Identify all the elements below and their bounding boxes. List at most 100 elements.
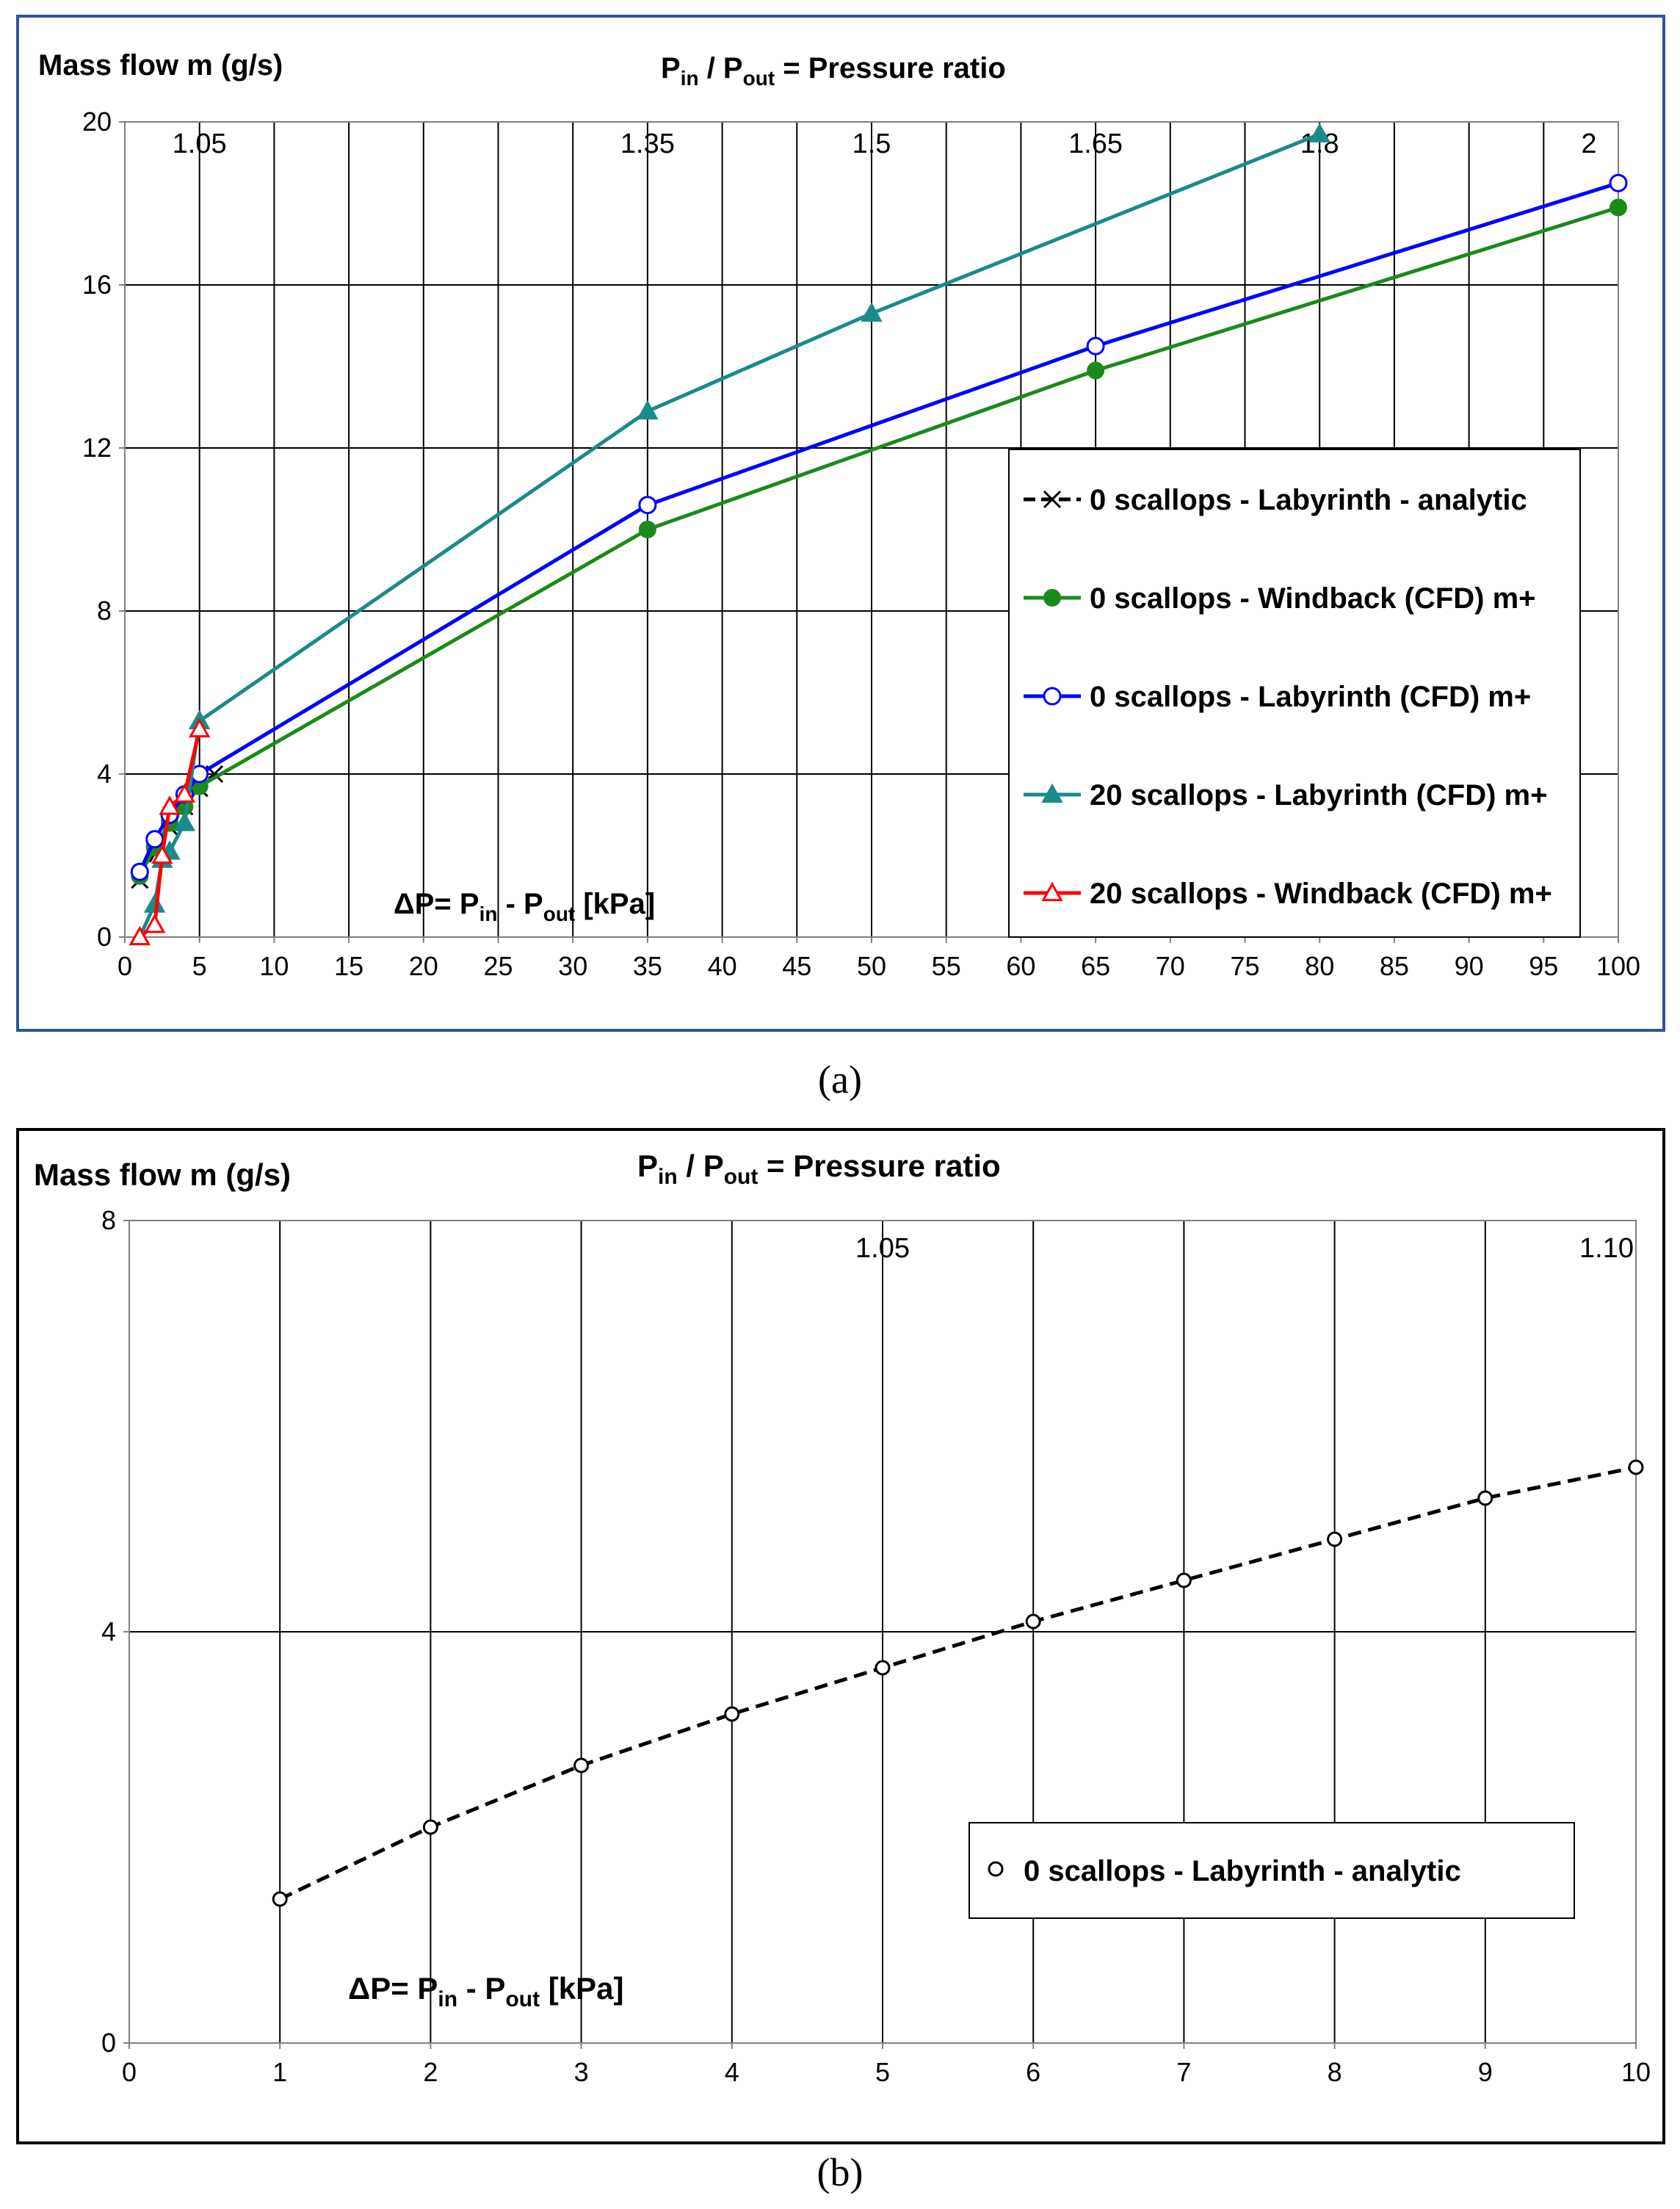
legend-item: 0 scallops - Labyrinth (CFD) m+ xyxy=(1024,681,1531,713)
panel-a-series xyxy=(128,123,1628,946)
data-point xyxy=(1628,1459,1644,1475)
x-tick-label: 45 xyxy=(782,951,811,981)
panel-a-y-ticks: 0 4 8 12 16 20 xyxy=(82,106,125,952)
data-point xyxy=(1609,173,1628,192)
pressure-ratio-label: 1.05 xyxy=(855,1233,910,1264)
y-tick-label: 4 xyxy=(97,759,112,789)
x-tick-label: 5 xyxy=(192,951,207,981)
y-tick-label: 0 xyxy=(97,922,112,952)
x-tick-label: 75 xyxy=(1230,951,1259,981)
panel-b-x-ticks: 0 1 2 3 4 5 6 7 8 9 10 xyxy=(122,2043,1651,2087)
x-tick-label: 9 xyxy=(1478,2057,1493,2087)
data-point xyxy=(159,795,181,815)
pressure-ratio-label: 1.35 xyxy=(620,129,675,159)
x-tick-label: 20 xyxy=(409,951,438,981)
legend-item: 20 scallops - Labyrinth (CFD) m+ xyxy=(1024,779,1547,811)
data-point xyxy=(1308,123,1330,142)
data-point xyxy=(638,496,657,515)
data-point xyxy=(173,811,196,831)
panel-a-legend-box xyxy=(1008,449,1581,938)
data-point xyxy=(573,1757,590,1774)
legend-item: 0 scallops - Labyrinth - analytic xyxy=(1024,484,1527,516)
x-tick-label: 0 xyxy=(122,2057,137,2087)
panel-a-caption: (a) xyxy=(818,1058,862,1102)
x-tick-label: 90 xyxy=(1455,951,1484,981)
pressure-ratio-label: 1.10 xyxy=(1579,1233,1634,1264)
x-tick-label: 40 xyxy=(708,951,737,981)
panel-b-top-axis-title: Pin / Pout = Pressure ratio xyxy=(637,1149,1001,1189)
data-point xyxy=(130,862,149,881)
x-tick-label: 70 xyxy=(1156,951,1185,981)
panel-a-x-axis-label: ΔP= Pin - Pout [kPa] xyxy=(394,888,655,925)
y-tick-label: 8 xyxy=(101,1205,116,1235)
legend-label: 0 scallops - Labyrinth (CFD) m+ xyxy=(1090,681,1531,713)
panel-a-top-axis-title: Pin / Pout = Pressure ratio xyxy=(661,52,1006,90)
legend-label: 0 scallops - Labyrinth - analytic xyxy=(1090,484,1527,516)
panel-a-x-ticks: 0 5 10 15 20 25 30 35 40 45 50 55 60 65 70 75 80 85 90 95 10… xyxy=(117,937,1640,981)
x-tick-label: 30 xyxy=(558,951,587,981)
panel-b-pressure-ratio-labels: 1.05 1.10 xyxy=(855,1233,1634,1264)
legend-item: 0 scallops - Labyrinth - analytic xyxy=(988,1855,1461,1887)
y-tick-label: 0 xyxy=(101,2028,116,2058)
legend-label: 0 scallops - Windback (CFD) m+ xyxy=(1090,582,1536,615)
x-tick-label: 1 xyxy=(272,2057,287,2087)
pressure-ratio-label: 1.5 xyxy=(852,129,891,159)
data-point xyxy=(422,1819,438,1835)
data-point xyxy=(145,830,164,849)
data-point xyxy=(128,925,151,946)
data-point xyxy=(144,914,166,933)
legend-item: 20 scallops - Windback (CFD) m+ xyxy=(1024,878,1552,910)
legend-label: 0 scallops - Labyrinth - analytic xyxy=(1024,1855,1461,1887)
y-tick-label: 12 xyxy=(82,433,112,463)
x-tick-label: 10 xyxy=(259,951,289,981)
x-tick-label: 5 xyxy=(875,2057,890,2087)
x-tick-label: 15 xyxy=(334,951,363,981)
panel-a-pressure-ratio-labels: 1.05 1.35 1.5 1.65 1.8 2 xyxy=(173,129,1597,159)
x-tick-label: 55 xyxy=(932,951,961,981)
panel-a: 0 4 8 12 16 20 0 5 10 15 20 25 30 35 40 45 50 55 60 65 70 75… xyxy=(16,15,1665,1032)
data-point xyxy=(1086,336,1105,355)
x-tick-label: 4 xyxy=(725,2057,739,2087)
panel-a-legend: 0 scallops - Labyrinth - analytic 0 scall… xyxy=(1008,449,1581,938)
legend-swatch-marker xyxy=(1041,783,1063,803)
data-point xyxy=(861,302,883,322)
panel-b-y-ticks: 0 4 8 xyxy=(101,1205,129,2058)
x-tick-label: 2 xyxy=(423,2057,438,2087)
legend-label: 20 scallops - Windback (CFD) m+ xyxy=(1090,878,1552,910)
pressure-ratio-label: 1.05 xyxy=(173,129,227,159)
x-tick-label: 25 xyxy=(483,951,513,981)
x-tick-label: 8 xyxy=(1328,2057,1342,2087)
legend-label: 20 scallops - Labyrinth (CFD) m+ xyxy=(1090,779,1547,811)
x-tick-label: 3 xyxy=(574,2057,589,2087)
legend-swatch-marker xyxy=(1043,687,1062,706)
panel-b-caption: (b) xyxy=(817,2150,863,2194)
x-tick-label: 80 xyxy=(1305,951,1334,981)
data-point xyxy=(272,1891,288,1907)
data-point xyxy=(638,521,656,538)
legend-swatch-marker xyxy=(1043,490,1062,509)
series-4 xyxy=(128,717,211,946)
x-tick-label: 60 xyxy=(1006,951,1035,981)
data-point xyxy=(1087,361,1105,380)
series-line xyxy=(279,1465,1637,1901)
x-tick-label: 7 xyxy=(1176,2057,1191,2087)
x-tick-label: 6 xyxy=(1026,2057,1040,2087)
panel-b: 0 4 8 0 1 2 3 4 5 6 7 8 9 10 1.05 1.10 Mass flow m (g… xyxy=(16,1128,1665,2144)
x-tick-label: 35 xyxy=(633,951,662,981)
series-0 xyxy=(272,1459,1644,1907)
data-point xyxy=(1025,1613,1041,1630)
legend-swatch-marker xyxy=(1041,881,1063,902)
data-point xyxy=(1327,1531,1343,1547)
x-tick-label: 0 xyxy=(117,951,132,981)
y-tick-label: 4 xyxy=(101,1616,116,1646)
x-tick-label: 65 xyxy=(1081,951,1110,981)
y-tick-label: 16 xyxy=(82,270,112,300)
legend-item: 0 scallops - Windback (CFD) m+ xyxy=(1024,582,1536,615)
panel-b-series xyxy=(272,1459,1644,1907)
x-tick-label: 100 xyxy=(1596,951,1640,981)
legend-swatch-marker xyxy=(1043,589,1061,607)
data-point xyxy=(1176,1572,1192,1588)
pressure-ratio-label: 1.65 xyxy=(1068,129,1123,159)
y-tick-label: 8 xyxy=(97,596,112,626)
x-tick-label: 10 xyxy=(1621,2057,1651,2087)
